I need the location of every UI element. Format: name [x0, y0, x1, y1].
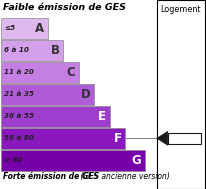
Text: Logement: Logement [160, 5, 201, 14]
Text: G: G [131, 154, 141, 167]
Polygon shape [157, 131, 168, 146]
Text: 6 à 10: 6 à 10 [4, 47, 29, 53]
Text: 21 à 35: 21 à 35 [4, 91, 34, 97]
Bar [157, 0, 205, 189]
Bar [1, 18, 48, 39]
Bar [1, 62, 79, 83]
Text: Forte émission de GES: Forte émission de GES [3, 172, 99, 181]
Text: F: F [114, 132, 122, 145]
Text: 36 à 55: 36 à 55 [4, 113, 34, 119]
Bar [1, 84, 94, 105]
Text: E: E [98, 110, 106, 123]
Text: 56 à 80: 56 à 80 [4, 135, 34, 141]
Bar [1, 128, 125, 149]
Text: C: C [66, 66, 75, 79]
Bar [168, 132, 201, 144]
Bar [1, 150, 145, 171]
Text: Faible émission de GES: Faible émission de GES [3, 3, 126, 12]
Text: ≥ 80: ≥ 80 [4, 157, 23, 163]
Bar [1, 40, 63, 61]
Bar [1, 106, 110, 127]
Text: B: B [50, 44, 60, 57]
Text: (GES ancienne version): (GES ancienne version) [78, 172, 170, 181]
Text: D: D [81, 88, 91, 101]
Text: 11 à 20: 11 à 20 [4, 69, 34, 75]
Text: A: A [35, 22, 44, 35]
Text: ≤5: ≤5 [4, 25, 15, 31]
